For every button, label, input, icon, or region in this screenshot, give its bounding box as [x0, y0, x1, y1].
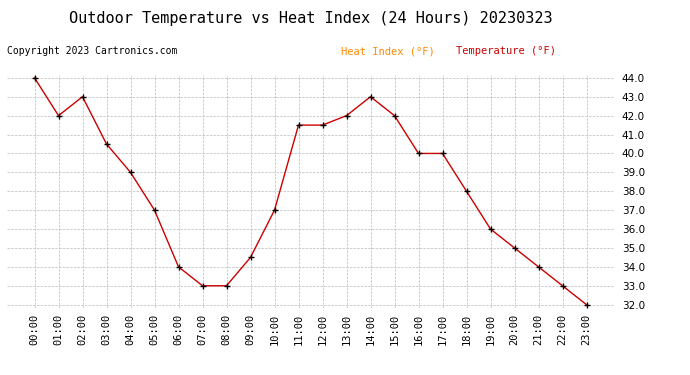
Text: Heat Index (°F): Heat Index (°F) — [341, 46, 435, 56]
Text: Outdoor Temperature vs Heat Index (24 Hours) 20230323: Outdoor Temperature vs Heat Index (24 Ho… — [69, 11, 552, 26]
Text: Copyright 2023 Cartronics.com: Copyright 2023 Cartronics.com — [7, 46, 177, 56]
Text: Temperature (°F): Temperature (°F) — [456, 46, 556, 56]
